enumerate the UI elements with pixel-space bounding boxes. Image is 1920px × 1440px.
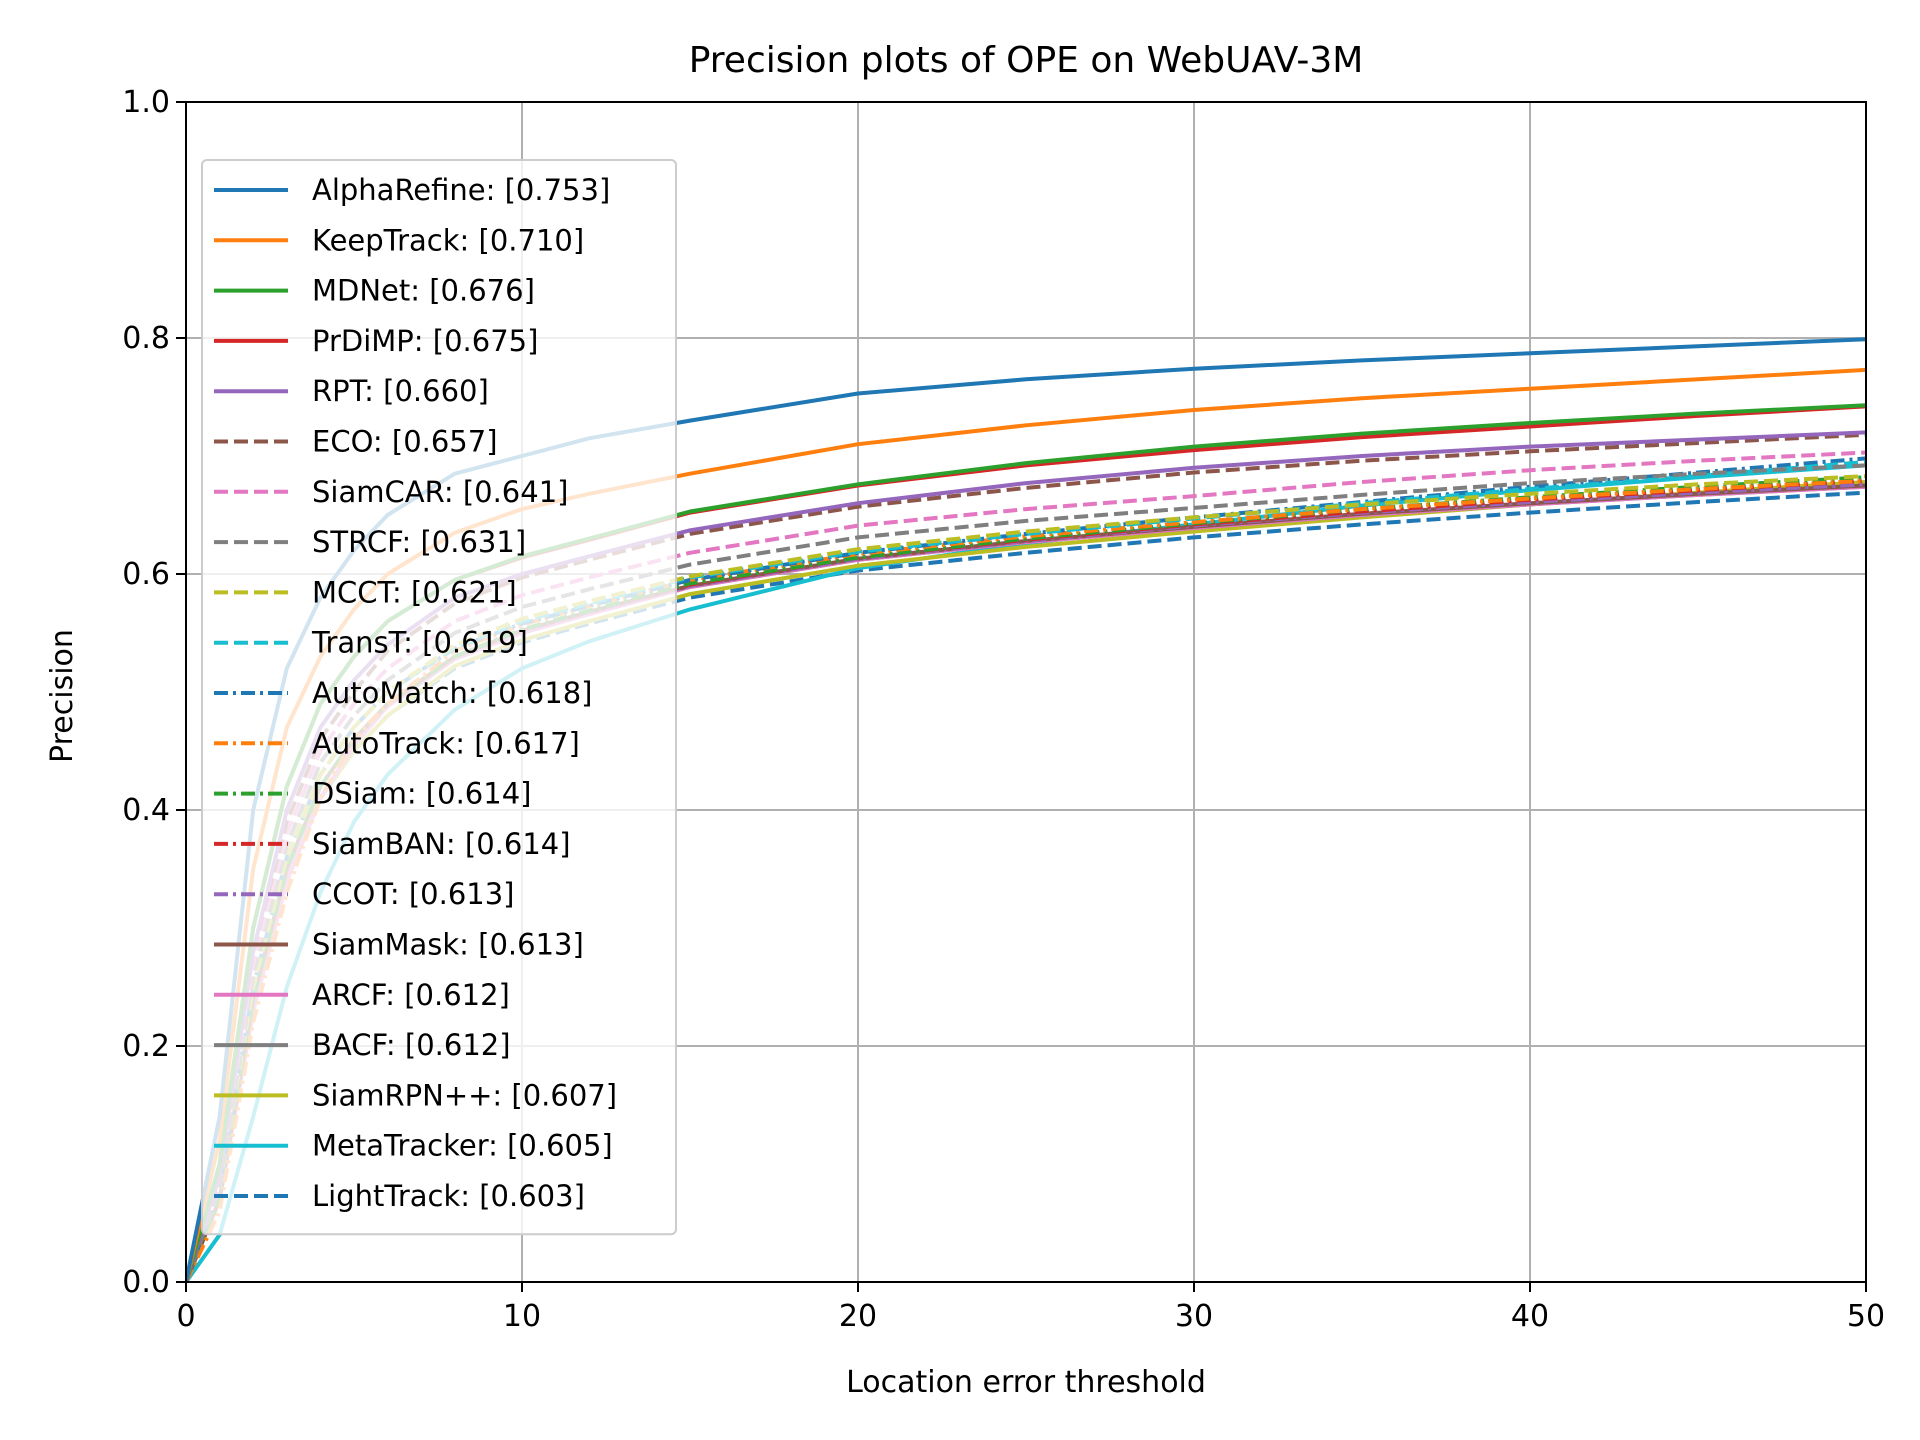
- x-axis-label: Location error threshold: [846, 1365, 1206, 1400]
- y-tick-label: 0.8: [122, 321, 170, 356]
- y-axis-label: Precision: [45, 629, 80, 763]
- legend-label: MCCT: [0.621]: [312, 575, 517, 609]
- y-tick-label: 0.2: [122, 1029, 170, 1064]
- legend-label: KeepTrack: [0.710]: [312, 223, 584, 257]
- legend-label: LightTrack: [0.603]: [312, 1179, 585, 1213]
- legend-label: SiamCAR: [0.641]: [312, 475, 568, 509]
- legend-label: MetaTracker: [0.605]: [312, 1129, 613, 1163]
- x-tick-label: 20: [839, 1299, 877, 1334]
- legend-label: STRCF: [0.631]: [312, 525, 526, 559]
- legend-label: SiamRPN++: [0.607]: [312, 1078, 617, 1112]
- legend: AlphaRefine: [0.753] KeepTrack: [0.710] MD…: [201, 159, 677, 1236]
- y-tick-label: 0.6: [122, 557, 170, 592]
- legend-label: SiamMask: [0.613]: [312, 928, 584, 962]
- y-tick-label: 0.4: [122, 793, 170, 828]
- x-tick-label: 0: [176, 1299, 195, 1334]
- legend-box: [201, 159, 677, 1236]
- legend-label: RPT: [0.660]: [312, 374, 489, 408]
- legend-label: AutoTrack: [0.617]: [312, 726, 580, 760]
- legend-label: PrDiMP: [0.675]: [312, 324, 538, 358]
- legend-label: AlphaRefine: [0.753]: [312, 173, 610, 207]
- legend-label: MDNet: [0.676]: [312, 274, 535, 308]
- axes-frame: [185, 101, 1867, 1283]
- chart-title: Precision plots of OPE on WebUAV-3M: [689, 40, 1364, 81]
- legend-label: BACF: [0.612]: [312, 1028, 511, 1062]
- x-tick-label: 50: [1847, 1299, 1885, 1334]
- x-tick-label: 10: [503, 1299, 541, 1334]
- x-tick-label: 40: [1511, 1299, 1549, 1334]
- legend-label: SiamBAN: [0.614]: [312, 827, 571, 861]
- legend-label: DSiam: [0.614]: [312, 777, 531, 811]
- y-tick-label: 1.0: [122, 85, 170, 120]
- x-tick-label: 30: [1175, 1299, 1213, 1334]
- legend-label: TransT: [0.619]: [311, 626, 528, 660]
- axis-ticks: 0 10 20 30 40 50 0.0 0.2 0.4 0.6 0.8 1.0: [122, 85, 1885, 1334]
- legend-label: CCOT: [0.613]: [312, 877, 515, 911]
- y-tick-label: 0.0: [122, 1265, 170, 1300]
- legend-label: ECO: [0.657]: [312, 425, 498, 459]
- legend-label: AutoMatch: [0.618]: [312, 676, 592, 710]
- legend-label: ARCF: [0.612]: [312, 978, 510, 1012]
